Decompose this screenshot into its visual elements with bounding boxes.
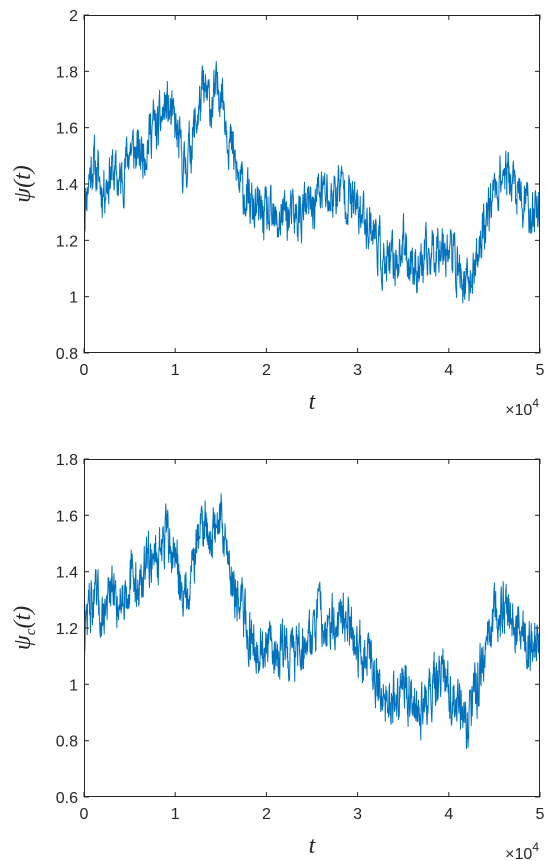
y-tick-label: 1.6 bbox=[56, 508, 78, 525]
y-axis-label: ψc(t) bbox=[10, 606, 39, 650]
x-tick-label: 0 bbox=[80, 362, 89, 379]
y-tick-label: 1.8 bbox=[56, 64, 78, 81]
x-exponent-power: 4 bbox=[532, 396, 539, 410]
y-axis-subscript: c bbox=[23, 628, 39, 635]
x-tick-label: 2 bbox=[262, 806, 271, 823]
x-tick-label: 3 bbox=[353, 806, 362, 823]
plot-frame bbox=[84, 15, 540, 353]
y-tick-label: 0.6 bbox=[56, 790, 78, 807]
x-tick-label: 1 bbox=[171, 806, 180, 823]
x-tick-label: 4 bbox=[444, 806, 453, 823]
y-tick-label: 0.8 bbox=[56, 346, 78, 363]
x-exponent-label: ×104 bbox=[505, 840, 539, 861]
x-tick-label: 2 bbox=[262, 362, 271, 379]
x-axis-label: t bbox=[309, 389, 317, 415]
y-tick-label: 1 bbox=[69, 290, 78, 307]
x-exponent-base: ×10 bbox=[505, 402, 532, 419]
x-tick-label: 5 bbox=[536, 806, 545, 823]
y-axis-symbol: ψ bbox=[10, 634, 36, 650]
y-axis-argument: (t) bbox=[10, 165, 36, 188]
x-exponent-power: 4 bbox=[532, 840, 539, 854]
y-tick-label: 1.6 bbox=[56, 121, 78, 138]
x-tick-label: 0 bbox=[80, 806, 89, 823]
x-tick-label: 3 bbox=[353, 362, 362, 379]
x-tick-label: 4 bbox=[444, 362, 453, 379]
y-tick-label: 1.8 bbox=[56, 452, 78, 469]
y-tick-label: 2 bbox=[69, 8, 78, 25]
x-tick-label: 1 bbox=[171, 362, 180, 379]
y-axis-label: ψ(t) bbox=[10, 165, 36, 203]
y-axis-argument: (t) bbox=[10, 606, 36, 629]
y-tick-label: 1.4 bbox=[56, 565, 78, 582]
series-line bbox=[84, 493, 540, 750]
y-tick-label: 1.2 bbox=[56, 233, 78, 250]
x-exponent-base: ×10 bbox=[505, 846, 532, 861]
y-tick-label: 1 bbox=[69, 677, 78, 694]
y-tick-label: 1.4 bbox=[56, 177, 78, 194]
plot-frame bbox=[84, 459, 540, 797]
y-tick-label: 1.2 bbox=[56, 621, 78, 638]
y-tick-label: 0.8 bbox=[56, 734, 78, 751]
x-exponent-label: ×104 bbox=[505, 396, 539, 419]
series-line bbox=[84, 60, 540, 304]
x-tick-label: 5 bbox=[536, 362, 545, 379]
y-axis-symbol: ψ bbox=[10, 187, 36, 203]
x-axis-label: t bbox=[309, 833, 317, 859]
